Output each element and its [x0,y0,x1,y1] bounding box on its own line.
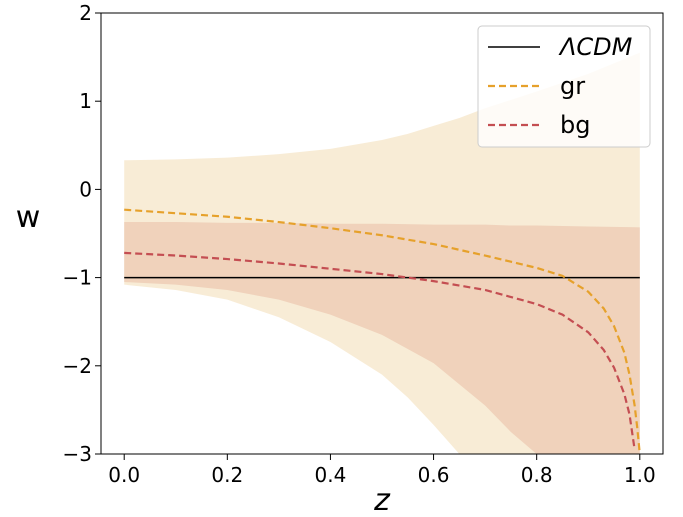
x-axis-label: z [373,483,391,517]
legend-label-lcdm: ΛCDM [558,33,633,61]
x-tick-label: 0.8 [521,463,553,487]
y-axis-ticks: −3 −2 −1 0 1 2 [63,1,101,466]
y-tick-label: −3 [63,442,92,466]
y-tick-label: 0 [79,177,92,201]
x-tick-label: 1.0 [624,463,656,487]
legend: ΛCDM gr bg [477,25,651,148]
plot-frame [100,12,664,455]
x-tick-label: 0.6 [418,463,450,487]
legend-label-gr: gr [560,72,585,100]
confidence-bands [124,52,640,454]
y-tick-label: −2 [63,354,92,378]
legend-label-bg: bg [560,111,590,139]
x-tick-label: 0.4 [315,463,347,487]
x-tick-label: 0.0 [108,463,140,487]
series-line-bg [124,251,636,450]
y-tick-label: 2 [79,1,92,25]
series-line-gr [124,208,641,455]
x-axis-ticks: 0.0 0.2 0.4 0.6 0.8 1.0 [108,454,656,487]
x-tick-label: 0.2 [211,463,243,487]
y-tick-label: −1 [63,266,92,290]
band-bg [124,222,640,454]
series-lines [124,208,641,455]
y-tick-label: 1 [79,89,92,113]
legend-box [477,25,651,148]
y-axis-label: w [16,200,41,235]
